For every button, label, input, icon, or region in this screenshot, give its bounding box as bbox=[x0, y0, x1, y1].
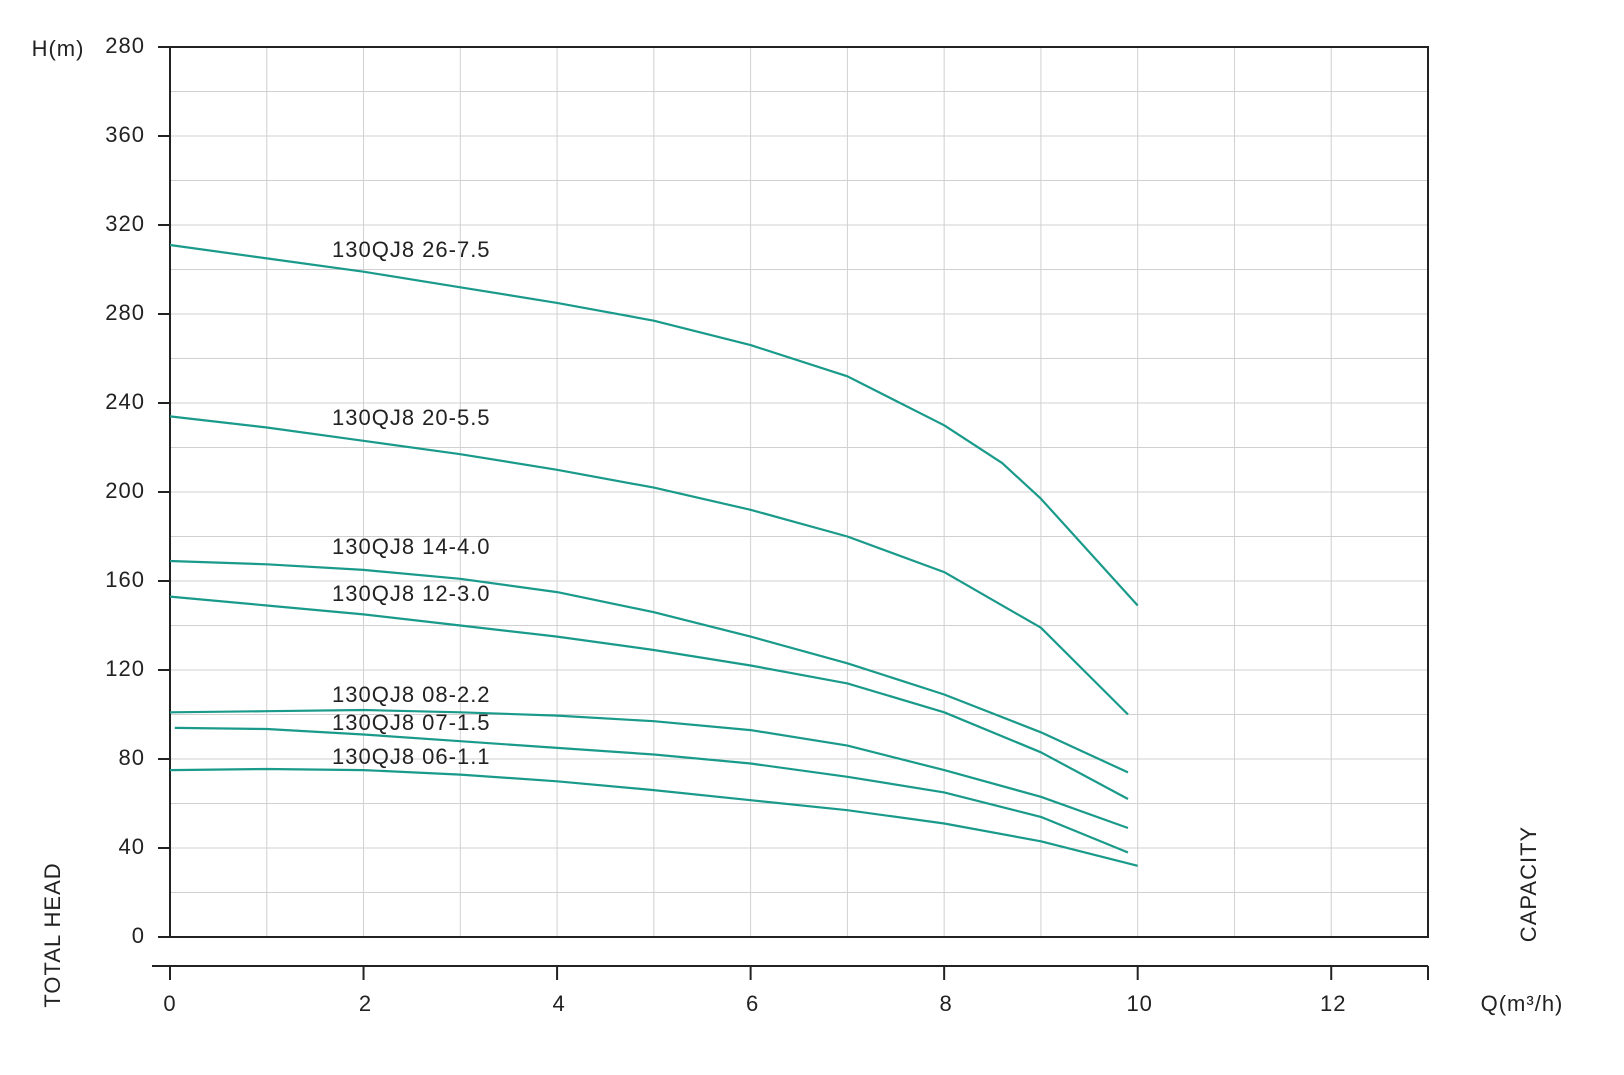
series-line bbox=[169, 559, 1129, 774]
y-axis-label: H(m) bbox=[32, 36, 85, 61]
plot-frame bbox=[169, 46, 1429, 938]
series-label: 130QJ8 07-1.5 bbox=[332, 710, 491, 735]
series-label: 130QJ8 14-4.0 bbox=[332, 534, 491, 559]
series-line bbox=[169, 767, 1138, 867]
x-tick-label: 10 bbox=[1126, 991, 1152, 1016]
series-label: 130QJ8 20-5.5 bbox=[332, 405, 491, 430]
y-tick-label: 280 bbox=[105, 300, 145, 325]
series-line bbox=[169, 243, 1139, 607]
y-axis-title: TOTAL HEAD bbox=[40, 862, 65, 1007]
series-line bbox=[169, 595, 1129, 800]
y-tick-label: 0 bbox=[132, 923, 145, 948]
x-tick-label: 12 bbox=[1320, 991, 1346, 1016]
x-axis-label: Q(m³/h) bbox=[1481, 991, 1564, 1016]
series-label: 130QJ8 08-2.2 bbox=[332, 682, 491, 707]
x-tick-label: 2 bbox=[359, 991, 372, 1016]
x-tick-label: 0 bbox=[163, 991, 176, 1016]
x-axis-title: CAPACITY bbox=[1516, 826, 1541, 942]
y-tick-label: 160 bbox=[105, 567, 145, 592]
y-tick-label: 280 bbox=[105, 33, 145, 58]
y-tick-label: 360 bbox=[105, 122, 145, 147]
series-label: 130QJ8 26-7.5 bbox=[332, 237, 491, 262]
x-tick-label: 6 bbox=[746, 991, 759, 1016]
x-tick-label: 4 bbox=[552, 991, 565, 1016]
x-tick-label: 8 bbox=[940, 991, 953, 1016]
series-label: 130QJ8 12-3.0 bbox=[332, 581, 491, 606]
series-label: 130QJ8 06-1.1 bbox=[332, 744, 491, 769]
y-tick-label: 120 bbox=[105, 656, 145, 681]
y-tick-label: 200 bbox=[105, 478, 145, 503]
y-tick-label: 240 bbox=[105, 389, 145, 414]
y-tick-label: 80 bbox=[119, 745, 145, 770]
series-line bbox=[169, 708, 1129, 830]
series-line bbox=[169, 415, 1129, 716]
y-tick-label: 40 bbox=[119, 834, 145, 859]
series-line bbox=[174, 726, 1129, 854]
y-tick-label: 320 bbox=[105, 211, 145, 236]
